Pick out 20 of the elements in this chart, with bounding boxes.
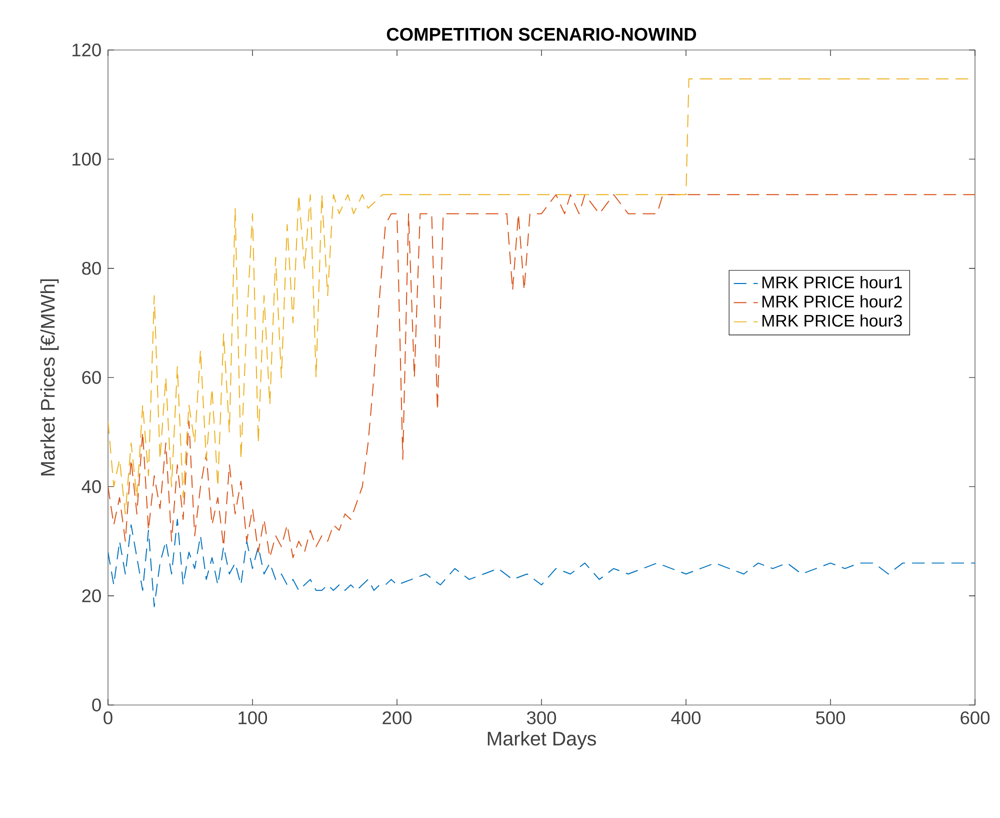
y-tick-label: 80 [82,262,101,275]
legend-label: MRK PRICE hour1 [762,276,902,288]
x-tick-label: 600 [960,711,990,724]
y-tick-label: 40 [82,480,101,494]
y-tick-label: 120 [72,44,101,56]
x-axis-title: Market Days [488,731,596,750]
x-tick-label: 100 [238,711,268,724]
x-tick-label: 500 [816,711,846,724]
x-tick-label: 0 [104,711,112,724]
y-tick-label: 100 [72,152,101,166]
x-tick-label: 300 [526,711,556,724]
y-axis-title: Market Prices [€/MWh] [40,279,59,476]
x-tick-label: 200 [382,711,412,724]
legend-label: MRK PRICE hour2 [762,295,902,308]
x-tick-label: 400 [671,711,701,724]
chart-title: COMPETITION SCENARIO-NOWIND [386,28,696,41]
legend-label: MRK PRICE hour3 [762,314,902,327]
y-tick-label: 20 [82,589,101,602]
y-tick-label: 60 [82,371,101,384]
y-tick-label: 0 [92,698,101,712]
